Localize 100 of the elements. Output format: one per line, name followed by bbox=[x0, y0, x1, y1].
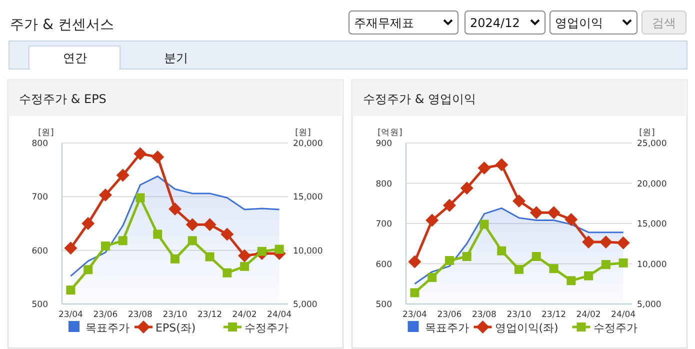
point bbox=[136, 193, 145, 202]
y2-tick-label: 5,000 bbox=[293, 300, 318, 310]
y-axis-title: [원] bbox=[38, 128, 54, 138]
point bbox=[495, 158, 508, 172]
point bbox=[549, 264, 558, 274]
point bbox=[618, 258, 628, 268]
point bbox=[444, 256, 454, 266]
y2-tick-label: 20,000 bbox=[637, 179, 667, 190]
legend-label: 수정주가 bbox=[244, 322, 288, 334]
point bbox=[547, 206, 560, 220]
y2-axis-title: [원] bbox=[639, 128, 655, 138]
point bbox=[100, 242, 110, 251]
text: 검색 bbox=[652, 16, 676, 30]
point bbox=[98, 188, 112, 202]
chart-title: 수정주가 & EPS bbox=[19, 92, 106, 106]
y-tick-label: 500 bbox=[376, 300, 392, 310]
text: 주재무제표 bbox=[354, 16, 414, 30]
point bbox=[84, 265, 93, 274]
x-tick-label: 23/12 bbox=[542, 310, 566, 320]
point bbox=[462, 252, 472, 262]
point bbox=[584, 271, 594, 280]
point bbox=[222, 268, 232, 278]
point bbox=[151, 150, 164, 164]
point bbox=[116, 168, 130, 182]
y-tick-label: 700 bbox=[32, 192, 48, 203]
point bbox=[82, 217, 95, 230]
point bbox=[601, 260, 610, 270]
point bbox=[274, 244, 284, 254]
y-axis-title: [억원] bbox=[378, 128, 402, 138]
x-tick-label: 24/04 bbox=[611, 310, 636, 320]
point bbox=[408, 255, 422, 268]
y2-tick-label: 15,000 bbox=[293, 192, 323, 203]
point bbox=[599, 236, 612, 249]
x-tick-label: 24/02 bbox=[576, 310, 601, 320]
point bbox=[442, 198, 456, 212]
point bbox=[460, 182, 474, 195]
point bbox=[512, 194, 526, 208]
point bbox=[616, 236, 630, 250]
x-tick-label: 23/04 bbox=[402, 310, 427, 320]
y2-tick-label: 10,000 bbox=[293, 246, 323, 256]
point bbox=[118, 236, 128, 246]
x-tick-label: 23/08 bbox=[472, 310, 496, 320]
x-tick-label: 23/08 bbox=[128, 310, 152, 320]
y-tick-label: 800 bbox=[32, 139, 48, 149]
x-tick-label: 23/10 bbox=[506, 310, 532, 320]
point bbox=[66, 286, 76, 295]
point bbox=[566, 276, 576, 286]
point bbox=[168, 202, 182, 216]
point bbox=[64, 242, 78, 255]
point bbox=[564, 212, 578, 226]
point bbox=[532, 252, 541, 262]
point bbox=[170, 254, 180, 264]
y-tick-label: 800 bbox=[376, 179, 392, 190]
y2-tick-label: 5,000 bbox=[637, 300, 662, 310]
point bbox=[134, 147, 147, 160]
point bbox=[186, 218, 199, 232]
x-tick-label: 23/10 bbox=[162, 310, 188, 320]
text: 분기 bbox=[164, 51, 188, 65]
text: 주가 & 컨센서스 bbox=[10, 17, 114, 33]
y-tick-label: 600 bbox=[376, 260, 392, 270]
x-tick-label: 23/12 bbox=[198, 310, 222, 320]
x-tick-label: 23/04 bbox=[58, 310, 83, 320]
legend-label: 목표주가 bbox=[86, 322, 130, 334]
point bbox=[220, 228, 234, 241]
legend-label: 목표주가 bbox=[424, 322, 469, 334]
x-tick-label: 24/02 bbox=[232, 310, 257, 320]
text: 2024/12 bbox=[470, 16, 520, 30]
point bbox=[153, 230, 162, 239]
point bbox=[478, 161, 491, 174]
point bbox=[428, 272, 437, 282]
y2-tick-label: 20,000 bbox=[293, 139, 323, 149]
legend-label: EPS(좌) bbox=[156, 322, 196, 334]
x-tick-label: 24/04 bbox=[267, 310, 292, 320]
y-tick-label: 500 bbox=[32, 300, 48, 310]
point bbox=[497, 246, 506, 256]
text: 연간 bbox=[63, 51, 87, 65]
point bbox=[257, 246, 266, 256]
y2-tick-label: 15,000 bbox=[637, 220, 667, 230]
y-tick-label: 900 bbox=[376, 139, 392, 149]
point bbox=[514, 264, 524, 274]
y-tick-label: 600 bbox=[32, 246, 48, 256]
x-tick-label: 23/06 bbox=[93, 310, 118, 320]
y2-tick-label: 25,000 bbox=[637, 139, 667, 149]
point bbox=[203, 218, 216, 232]
legend-label: 수정주가 bbox=[593, 322, 638, 334]
y2-tick-label: 10,000 bbox=[637, 260, 667, 270]
point bbox=[240, 262, 250, 271]
x-tick-label: 23/06 bbox=[437, 310, 462, 320]
y2-axis-title: [원] bbox=[295, 128, 311, 138]
point bbox=[426, 214, 439, 227]
point bbox=[410, 288, 420, 298]
point bbox=[238, 249, 252, 262]
text: 영업이익 bbox=[555, 16, 603, 30]
point bbox=[205, 252, 214, 262]
y-tick-label: 700 bbox=[376, 220, 392, 230]
point bbox=[530, 206, 543, 220]
point bbox=[188, 236, 197, 246]
legend-label: 영업이익(좌) bbox=[494, 322, 558, 334]
point bbox=[582, 236, 596, 249]
point bbox=[480, 220, 489, 229]
